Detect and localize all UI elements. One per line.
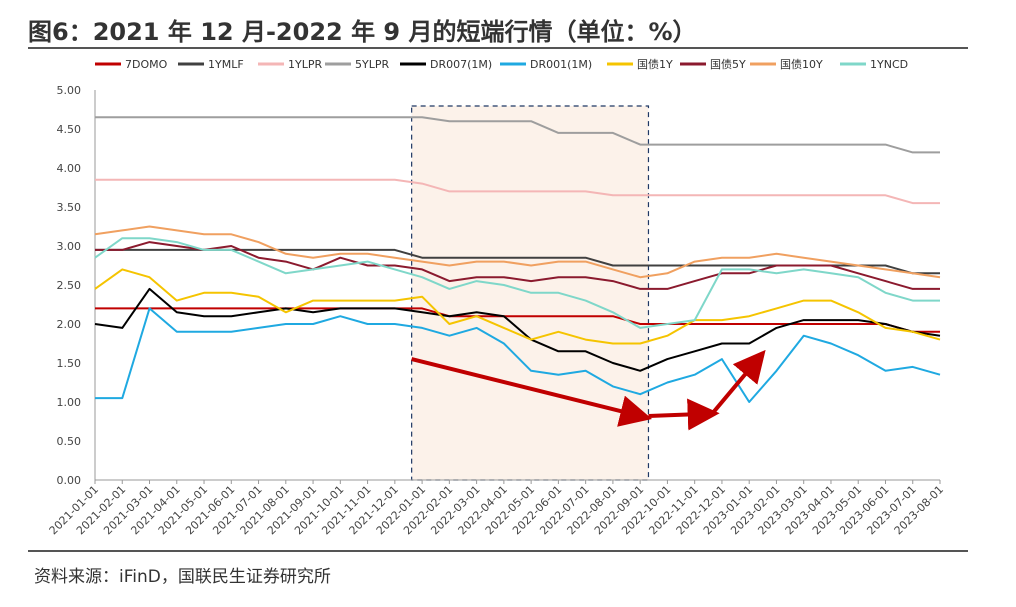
- legend-item: DR001(1M): [500, 58, 592, 71]
- y-tick-label: 0.00: [57, 474, 82, 487]
- series-line: [95, 116, 940, 154]
- series-line: [94, 268, 941, 345]
- legend-label: DR007(1M): [430, 58, 492, 71]
- series-line: [95, 178, 940, 205]
- legend-item: 1YNCD: [840, 58, 908, 71]
- legend-item: DR007(1M): [400, 58, 492, 71]
- series-line: [95, 307, 941, 403]
- trend-arrow: [710, 349, 766, 415]
- trend-arrows: [411, 349, 766, 431]
- legend-item: 1YLPR: [258, 58, 322, 71]
- legend-item: 5YLPR: [325, 58, 389, 71]
- legend-label: 国债10Y: [780, 57, 823, 71]
- series-line: [95, 307, 940, 333]
- legend-label: 5YLPR: [355, 58, 389, 71]
- legend-label: 国债1Y: [637, 57, 673, 71]
- legend-item: 7DOMO: [95, 58, 168, 71]
- y-tick-label: 0.50: [57, 435, 82, 448]
- y-tick-label: 4.50: [57, 123, 82, 136]
- y-tick-label: 3.50: [57, 201, 82, 214]
- legend-item: 国债1Y: [607, 57, 673, 71]
- y-tick-label: 2.50: [57, 279, 82, 292]
- legend-label: DR001(1M): [530, 58, 592, 71]
- y-tick-label: 4.00: [57, 162, 82, 175]
- legend-label: 1YNCD: [870, 58, 908, 71]
- title-divider: [28, 47, 968, 49]
- line-chart: 7DOMO 1YMLF 1YLPR 5YLPR DR007(1M) DR001(1M) 国债…: [47, 57, 946, 537]
- legend-label: 7DOMO: [125, 58, 168, 71]
- legend-label: 国债5Y: [710, 57, 746, 71]
- y-tick-label: 3.00: [57, 240, 82, 253]
- series-line: [94, 287, 941, 372]
- legend-item: 1YMLF: [178, 58, 244, 71]
- legend-label: 1YLPR: [288, 58, 322, 71]
- y-tick-label: 2.00: [57, 318, 82, 331]
- legend-item: 国债5Y: [680, 57, 746, 71]
- y-tick-label: 1.00: [57, 396, 82, 409]
- series-line: [94, 225, 941, 279]
- page-title: 图6：2021 年 12 月-2022 年 9 月的短端行情（单位：%）: [28, 18, 697, 46]
- trend-arrow: [648, 398, 720, 431]
- y-tick-label: 5.00: [57, 84, 82, 97]
- series-line: [95, 241, 940, 290]
- footer-divider: [28, 550, 968, 552]
- legend-item: 国债10Y: [750, 57, 823, 71]
- legend: 7DOMO 1YMLF 1YLPR 5YLPR DR007(1M) DR001(1M) 国债…: [95, 57, 908, 71]
- series-lines: [94, 116, 941, 403]
- series-line: [94, 237, 940, 329]
- trend-arrow: [411, 357, 653, 427]
- y-tick-label: 1.50: [57, 357, 82, 370]
- legend-label: 1YMLF: [208, 58, 244, 71]
- source-note: 资料来源：iFinD，国联民生证券研究所: [34, 567, 331, 587]
